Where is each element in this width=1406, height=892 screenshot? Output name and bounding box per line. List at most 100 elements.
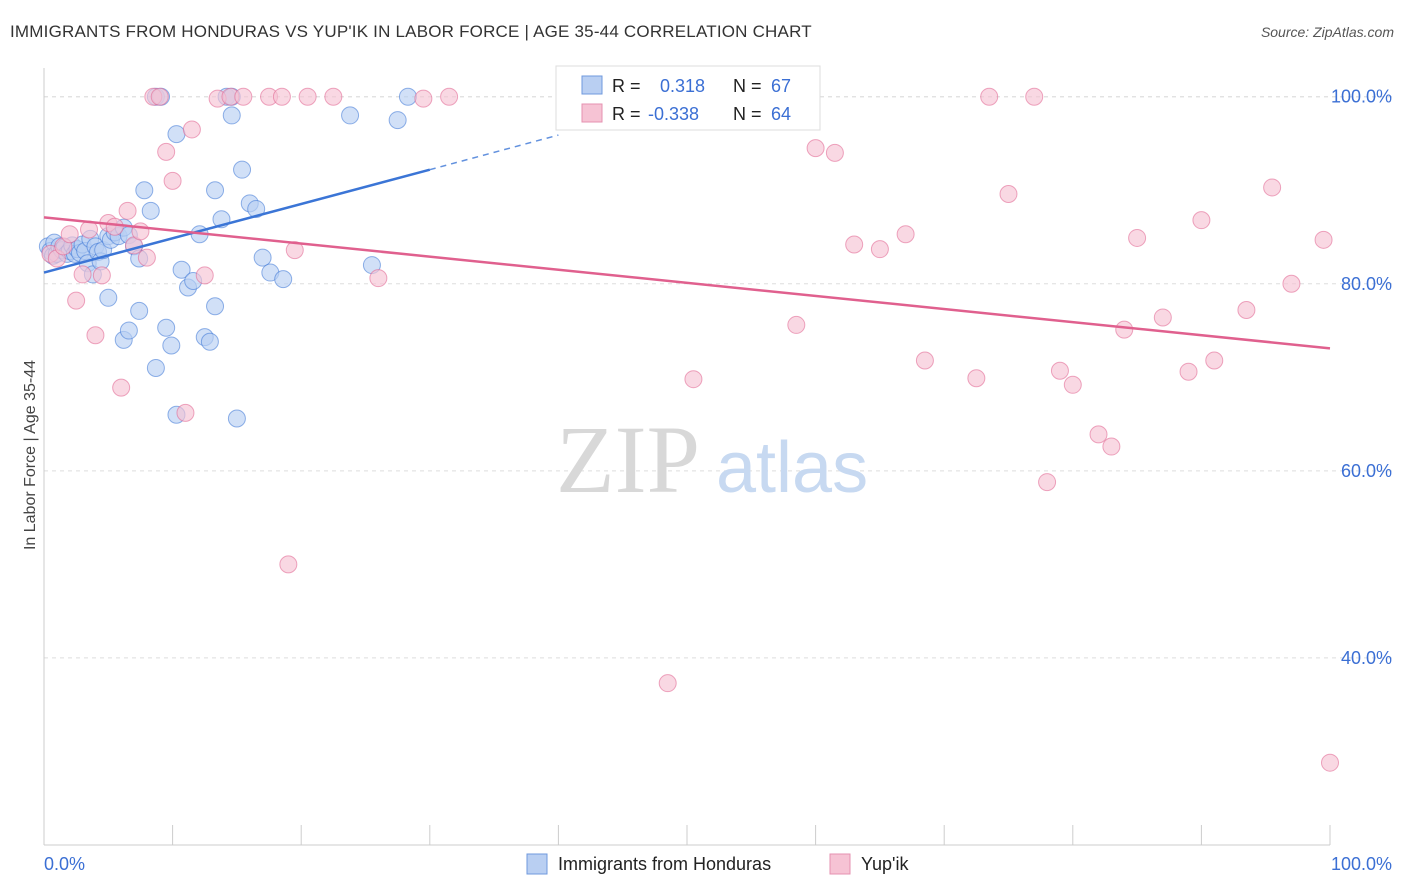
yupik-point-42 [896,225,915,244]
honduras-point-58 [119,321,138,340]
yupik-point-39 [825,143,844,162]
honduras-point-38 [172,260,191,279]
honduras-point-47 [222,106,241,125]
axes [43,68,1331,846]
yupik-point-63 [1321,753,1339,772]
yupik-point-30 [298,87,317,106]
yupik-point-5 [73,265,92,284]
watermark-atlas: atlas [716,428,868,508]
yupik-point-29 [285,241,304,260]
legend-label-honduras: Immigrants from Honduras [558,854,771,874]
yupik-point-36 [684,370,703,389]
honduras-point-54 [274,270,293,289]
yupik-point-44 [980,87,999,106]
y-axis-label: In Labor Force | Age 35-44 [22,360,39,550]
honduras-point-64 [388,111,407,130]
honduras-point-62 [341,106,360,125]
yupik-point-11 [112,378,131,397]
yupik-point-48 [1038,473,1057,492]
honduras-point-55 [130,301,149,320]
yupik-point-10 [105,217,124,236]
stats-r-value-pink: -0.338 [648,104,699,124]
legend-swatch-honduras [526,853,548,875]
yupik-point-55 [1153,308,1172,327]
yupik-point-28 [279,555,298,574]
yupik-point-49 [1050,361,1069,380]
legend: Immigrants from Honduras Yup'ik [526,853,909,875]
yupik-point-43 [915,351,934,370]
y-tick-label-60: 60.0% [1341,461,1392,481]
honduras-point-59 [146,358,165,377]
yupik-point-17 [150,87,169,106]
yupik-point-53 [1115,320,1134,339]
honduras-point-52 [253,248,272,267]
y-tick-label-80: 80.0% [1341,274,1392,294]
yupik-point-33 [414,89,433,108]
x-tick-label-min: 0.0% [44,854,85,874]
legend-swatch-yupik [829,853,851,875]
yupik-point-19 [163,171,182,190]
source-credit: Source: ZipAtlas.com [1260,24,1394,40]
yupik-point-52 [1102,437,1121,456]
yupik-point-40 [845,235,864,254]
yupik-point-4 [67,291,86,310]
chart-title: IMMIGRANTS FROM HONDURAS VS YUP'IK IN LA… [10,22,812,41]
honduras-point-57 [99,288,118,307]
watermark: ZIP atlas [556,406,868,513]
yupik-point-47 [1025,87,1044,106]
honduras-point-51 [247,199,266,218]
stats-n-label-blue: N = [733,76,762,96]
stats-n-value-blue: 67 [771,76,791,96]
yupik-point-32 [369,269,388,288]
stats-swatch-pink [581,103,603,123]
yupik-point-37 [787,315,806,334]
stats-n-label-pink: N = [733,104,762,124]
yupik-point-62 [1314,230,1333,249]
honduras-point-31 [135,181,154,200]
stats-box: R = 0.318 N = 67 R = -0.338 N = 64 [555,65,821,131]
yupik-point-45 [967,369,986,388]
yupik-point-25 [234,87,253,106]
yupik-point-38 [806,139,825,158]
yupik-point-8 [92,266,111,285]
data-points [38,87,1339,772]
yupik-point-12 [118,201,137,220]
honduras-point-49 [233,160,252,179]
yupik-point-7 [86,326,105,345]
x-tick-label-max: 100.0% [1331,854,1392,874]
yupik-point-41 [870,240,889,259]
yupik-point-34 [440,87,459,106]
yupik-point-51 [1089,425,1108,444]
yupik-point-57 [1192,211,1211,230]
yupik-point-54 [1128,228,1147,247]
yupik-point-61 [1282,274,1301,293]
yupik-point-22 [195,266,214,285]
x-tick-labels: 0.0% 100.0% [44,854,1392,874]
watermark-zip: ZIP [556,406,700,513]
y-tick-label-40: 40.0% [1341,648,1392,668]
honduras-point-61 [206,181,225,200]
honduras-trend-line [43,168,431,274]
honduras-point-48 [227,409,246,428]
yupik-point-18 [157,142,176,161]
honduras-point-37 [167,125,186,144]
yupik-point-21 [182,120,201,139]
yupik-point-3 [60,225,79,244]
honduras-point-32 [141,201,160,220]
yupik-point-59 [1237,300,1256,319]
honduras-point-35 [157,318,176,337]
stats-r-label-pink: R = [612,104,641,124]
yupik-point-50 [1063,375,1082,394]
honduras-trend-extension [429,134,559,171]
honduras-point-65 [398,87,417,106]
legend-label-yupik: Yup'ik [861,854,909,874]
stats-swatch-blue [581,75,603,95]
honduras-point-43 [200,332,219,351]
honduras-point-44 [206,297,225,316]
yupik-trend-line [43,216,1331,350]
yupik-point-27 [272,87,291,106]
yupik-point-31 [324,87,343,106]
yupik-point-35 [658,674,677,693]
y-tick-labels: 40.0% 60.0% 80.0% 100.0% [1331,87,1392,668]
